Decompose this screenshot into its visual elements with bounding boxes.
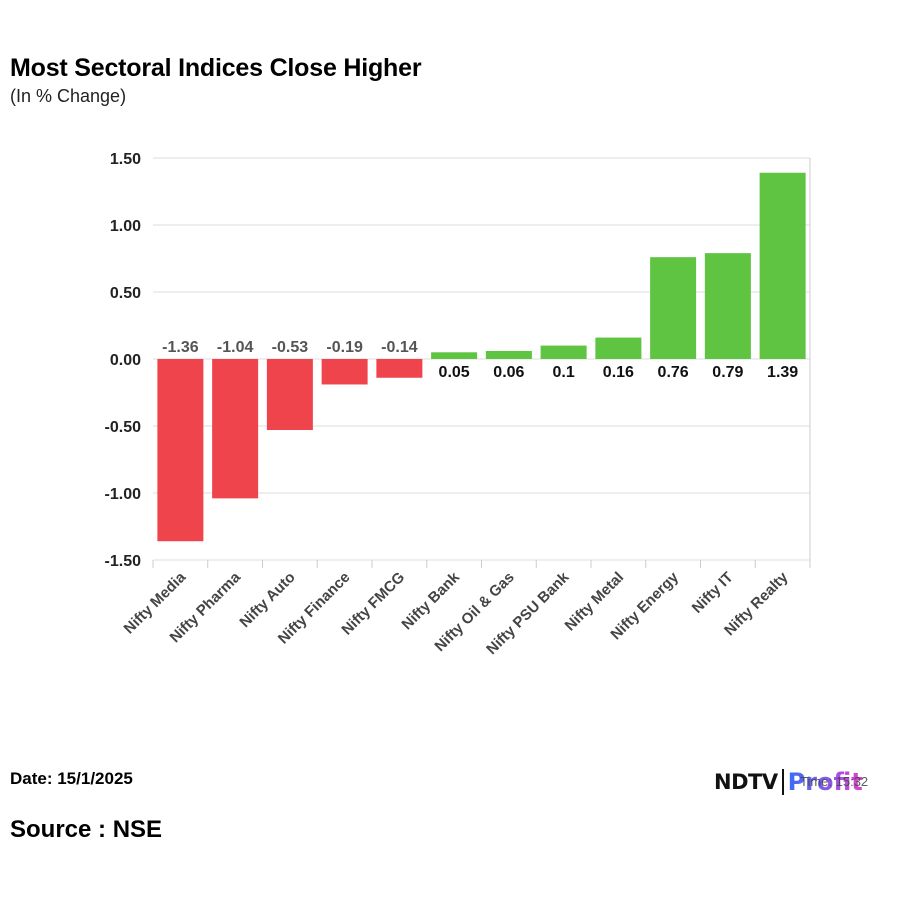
y-axis: 1.50 1.00 0.50 0.00 -0.50 -1.00 -1.50 [105,151,142,570]
data-label: 0.06 [493,364,524,381]
data-label: 0.05 [439,364,470,381]
y-tick-label: -0.50 [105,419,142,436]
data-label: -0.19 [326,339,363,356]
logo-divider [781,769,784,795]
y-tick-label: -1.50 [105,553,142,570]
time-stamp: Time: 15:32 [800,774,869,789]
bar [157,359,204,542]
y-tick-label: 0.50 [110,285,141,302]
bar [212,359,259,499]
bar [266,359,313,431]
bar [759,172,806,359]
bar [376,359,423,378]
data-label: -1.04 [217,339,254,356]
chart-subtitle: (In % Change) [10,86,127,106]
data-label: 0.1 [553,364,575,381]
data-label: 1.39 [767,364,798,381]
bar [650,257,697,359]
bar [431,352,478,359]
data-label: -1.36 [162,339,199,356]
data-label: -0.14 [381,339,418,356]
profit-logo-text: Profit [787,768,863,796]
data-label: 0.16 [603,364,634,381]
y-tick-label: 0.00 [110,352,141,369]
y-tick-label: 1.50 [110,151,141,168]
data-label: -0.53 [272,339,309,356]
y-tick-label: 1.00 [110,218,141,235]
bar [321,359,368,385]
bar [540,345,587,359]
ndtv-logo-text: NDTV [714,770,778,794]
data-labels: -1.36 -1.04 -0.53 -0.19 -0.14 0.05 0.06 0.1 0.16… [162,339,798,381]
bar [595,337,642,359]
data-label: 0.76 [658,364,689,381]
chart-title: Most Sectoral Indices Close Higher [10,54,422,82]
x-tick-label: Nifty IT [689,569,737,617]
bar [704,253,751,359]
bars [157,172,806,542]
date-label: Date: 15/1/2025 [10,769,133,788]
data-label: 0.79 [712,364,743,381]
y-tick-label: -1.00 [105,486,142,503]
bar [485,350,532,359]
source-label: Source : NSE [10,816,163,843]
ndtv-profit-logo: NDTV Profit Time: 15:32 [714,766,868,798]
